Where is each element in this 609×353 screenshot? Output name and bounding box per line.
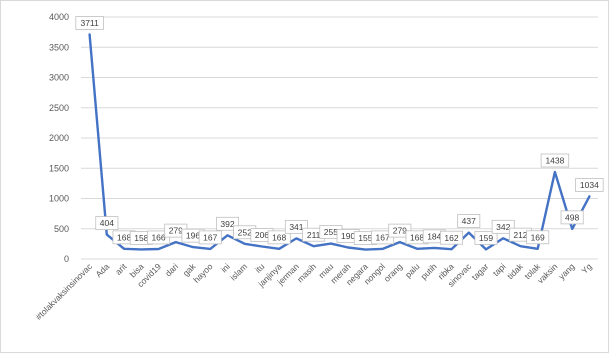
data-label: 1034: [575, 178, 604, 192]
data-label-text: 169: [531, 232, 545, 242]
data-label-text: 167: [203, 232, 217, 242]
data-label: 211: [302, 227, 326, 242]
x-tick-label: hayoo: [191, 261, 215, 285]
data-label: 404: [95, 216, 119, 230]
data-label: 167: [198, 230, 222, 245]
data-label-text: 211: [307, 230, 321, 240]
data-label-text: 168: [272, 232, 286, 242]
data-label-text: 342: [496, 222, 510, 232]
data-label: 255: [319, 225, 343, 239]
data-label-text: 155: [358, 233, 372, 243]
data-label: 437: [457, 214, 481, 228]
data-label-box: [540, 153, 570, 168]
y-tick-label: 1500: [49, 163, 69, 173]
data-label-box: [75, 16, 104, 30]
data-label: 162: [440, 230, 464, 245]
data-label-text: 166: [151, 233, 165, 243]
data-label-text: 212: [513, 230, 527, 240]
data-label-text: 3711: [80, 18, 99, 28]
x-tick-label: orang: [382, 261, 405, 284]
y-tick-label: 3500: [49, 42, 69, 52]
data-label-box: [457, 214, 481, 228]
data-label: 3711: [75, 16, 104, 30]
y-tick-label: 0: [64, 254, 69, 264]
data-label-text: 162: [444, 233, 458, 243]
data-label-text: 190: [341, 231, 355, 241]
data-label-text: 168: [410, 232, 424, 242]
data-label-text: 1034: [580, 180, 599, 190]
data-label-text: 437: [462, 216, 476, 226]
data-label: 342: [491, 219, 515, 234]
y-axis-ticks: 0 500 1000 1500 2000 2500 3000 3500 4000: [49, 12, 69, 264]
x-tick-label: putih: [419, 261, 439, 281]
data-label-text: 404: [100, 218, 114, 228]
data-label-text: 158: [134, 233, 148, 243]
data-label-text: 498: [565, 212, 579, 222]
x-tick-label: arit: [113, 261, 129, 277]
data-label-text: 341: [289, 222, 303, 232]
data-label: 169: [526, 230, 550, 245]
data-label-text: 159: [479, 233, 493, 243]
data-label-box: [474, 230, 498, 245]
data-label-text: 392: [220, 219, 234, 229]
y-tick-label: 2000: [49, 133, 69, 143]
data-label-box: [526, 230, 550, 245]
x-tick-label: tidak: [505, 261, 525, 281]
x-tick-label: palu: [403, 261, 422, 280]
data-label-text: 1438: [545, 156, 564, 166]
data-label-box: [95, 216, 119, 230]
x-tick-label: islam: [228, 261, 249, 282]
data-label-box: [198, 230, 222, 245]
data-label: 158: [129, 231, 153, 245]
data-label-box: [491, 219, 515, 234]
x-tick-label: vaksin: [535, 261, 559, 285]
data-label: 159: [474, 230, 498, 245]
data-label-text: 255: [324, 227, 338, 237]
y-tick-label: 4000: [49, 12, 69, 22]
series-line: [88, 33, 591, 251]
x-tick-label: Yg: [579, 261, 594, 276]
x-tick-label: dari: [163, 261, 180, 278]
data-label: 168: [267, 230, 291, 245]
data-label-box: [575, 178, 604, 192]
x-tick-label: #tolakvaksinsinovac: [33, 261, 94, 322]
data-label: 498: [560, 210, 584, 225]
data-label-box: [284, 219, 308, 234]
y-tick-label: 500: [54, 224, 69, 234]
data-label-box: [215, 216, 239, 231]
data-label-text: 167: [375, 232, 389, 242]
data-label: 341: [284, 219, 308, 234]
series-line-group: [88, 33, 591, 251]
data-label-text: 196: [186, 231, 200, 241]
y-tick-label: 1000: [49, 194, 69, 204]
x-tick-label: yang: [556, 261, 576, 281]
data-label: 392: [215, 216, 239, 231]
data-label-text: 206: [255, 230, 269, 240]
data-label-box: [267, 230, 291, 245]
x-tick-label: masih: [295, 261, 318, 284]
gridlines: [81, 16, 598, 260]
y-tick-label: 3000: [49, 73, 69, 83]
data-label-text: 168: [117, 232, 131, 242]
data-label-text: 184: [427, 231, 441, 241]
data-label: 1438: [540, 153, 570, 168]
data-label-box: [440, 230, 464, 245]
data-label-text: 279: [393, 226, 407, 236]
data-label-box: [560, 210, 584, 225]
data-label-text: 252: [238, 227, 252, 237]
x-tick-label: tapi: [491, 261, 508, 278]
data-label-text: 279: [169, 226, 183, 236]
x-tick-label: Ada: [93, 261, 111, 279]
x-tick-label: tagar: [470, 261, 491, 282]
y-tick-label: 2500: [49, 103, 69, 113]
